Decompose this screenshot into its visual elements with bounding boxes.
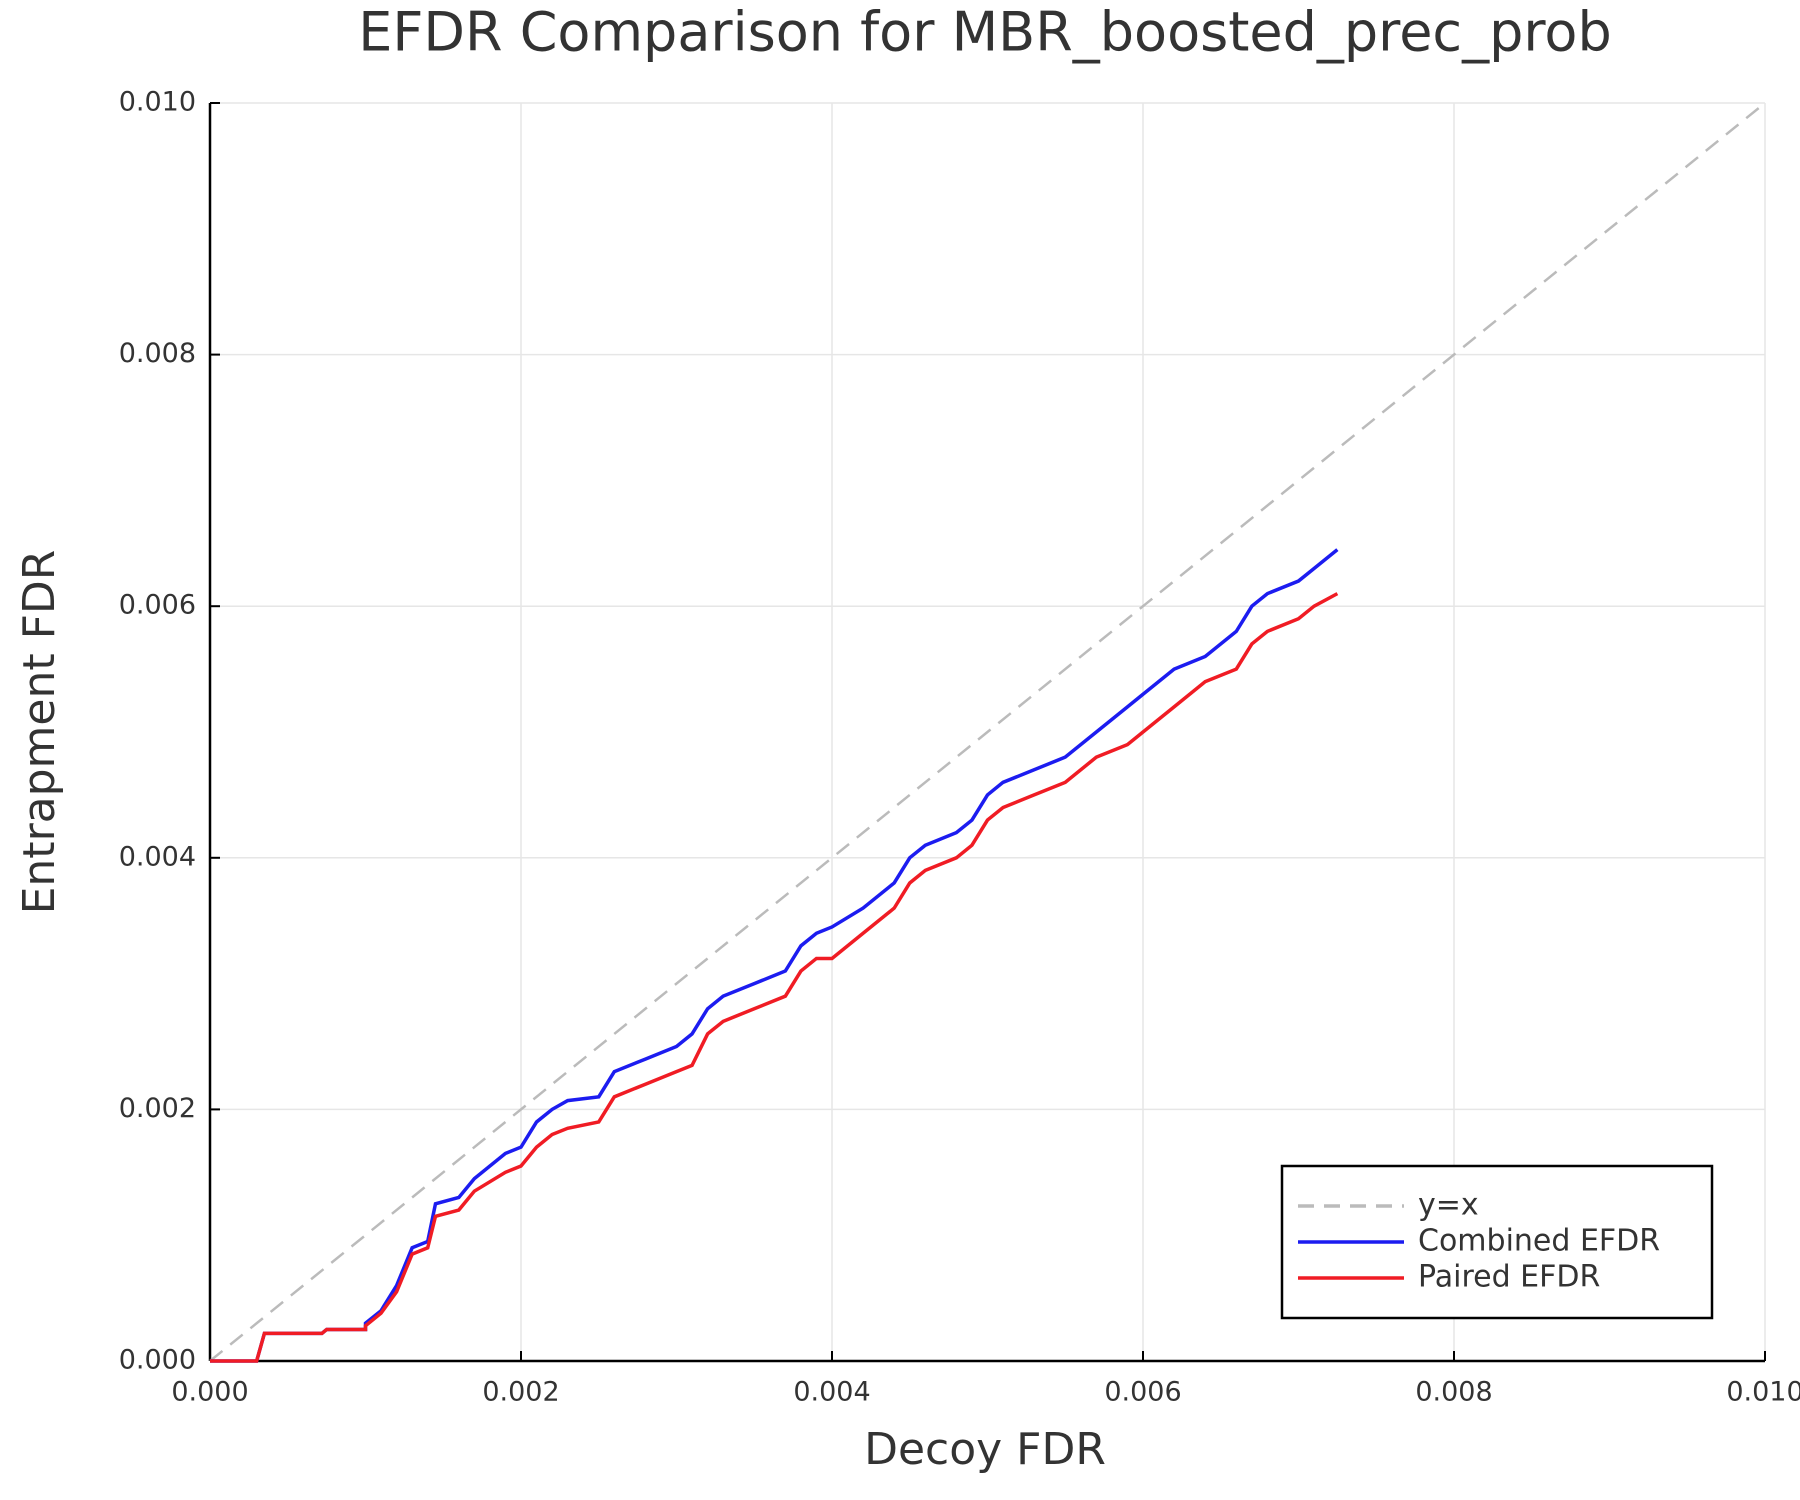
x-tick-label: 0.006: [1104, 1377, 1181, 1408]
x-tick-label: 0.010: [1726, 1377, 1800, 1408]
series-line: [210, 548, 1339, 1363]
x-tick-label: 0.004: [793, 1377, 870, 1408]
x-tick-label: 0.002: [482, 1377, 559, 1408]
y-tick-label: 0.006: [119, 590, 196, 621]
series-line: [210, 592, 1339, 1363]
y-tick-label: 0.010: [119, 87, 196, 118]
chart-title: EFDR Comparison for MBR_boosted_prec_pro…: [358, 1, 1611, 64]
y-tick-label: 0.008: [119, 338, 196, 369]
y-tick-label: 0.002: [119, 1093, 196, 1124]
y-tick-label: 0.004: [119, 841, 196, 872]
y-tick-label: 0.000: [119, 1345, 196, 1376]
series-line: [209, 102, 1766, 1362]
x-axis-label: Decoy FDR: [864, 1424, 1106, 1475]
legend-label: Combined EFDR: [1418, 1224, 1660, 1259]
legend-label: Paired EFDR: [1418, 1260, 1600, 1295]
legend-label: y=x: [1418, 1188, 1479, 1223]
x-tick-label: 0.008: [1415, 1377, 1492, 1408]
x-tick-label: 0.000: [171, 1377, 248, 1408]
y-axis-label: Entrapment FDR: [14, 550, 65, 915]
